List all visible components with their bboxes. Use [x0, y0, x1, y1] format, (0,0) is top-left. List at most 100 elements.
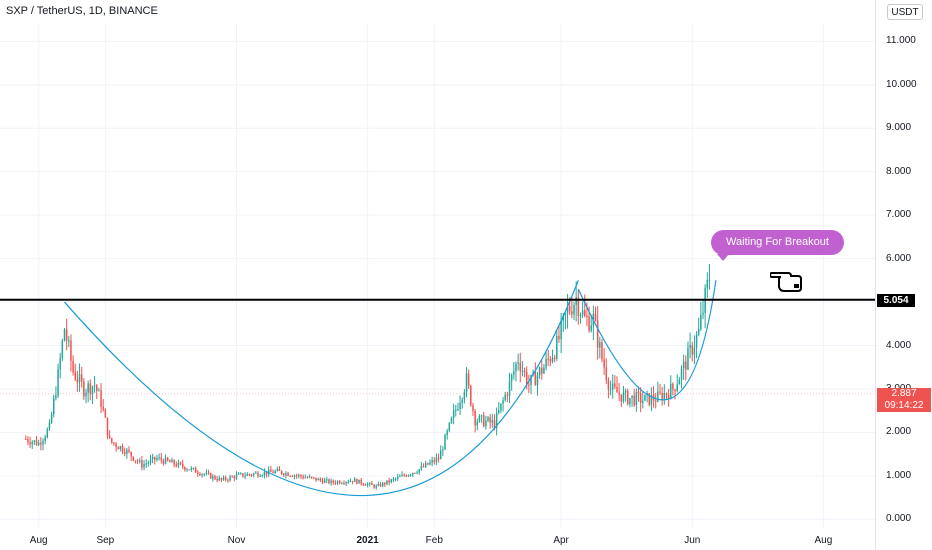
chart-title: SXP / TetherUS, 1D, BINANCE [6, 5, 158, 17]
y-tick-label: 0.000 [886, 513, 912, 525]
candle-body [700, 314, 702, 329]
candle-body [622, 392, 625, 402]
candle-body [302, 476, 304, 478]
candle-body [291, 476, 294, 478]
candle-body [689, 345, 691, 348]
candle-body [78, 374, 81, 383]
candle-body [334, 482, 337, 484]
candle-body [566, 306, 569, 314]
candle-body [446, 430, 448, 436]
candle-body [128, 449, 130, 452]
candle-body [27, 439, 29, 443]
candle-body [500, 403, 502, 411]
candle-body [390, 479, 393, 483]
candle-body [362, 483, 365, 485]
candle-body [252, 473, 255, 476]
y-tick-label: 9.000 [886, 122, 912, 134]
candle-body [588, 316, 590, 331]
candle-body [46, 429, 49, 438]
candle-body [429, 462, 431, 465]
candle-body [478, 415, 481, 422]
candle-body [113, 442, 115, 444]
candle-body [274, 470, 276, 474]
candle-body [119, 446, 122, 450]
candle-body [631, 395, 633, 398]
candle-body [255, 472, 257, 474]
candle-body [289, 475, 291, 477]
candle-body [457, 409, 459, 411]
candle-body [528, 384, 530, 386]
candle-body [227, 479, 229, 481]
candle-body [594, 313, 597, 321]
candle-body [136, 460, 139, 462]
candle-body [98, 390, 100, 392]
candle-body [474, 410, 476, 426]
candle-body [345, 482, 347, 484]
candle-body [575, 297, 577, 305]
candle-body [317, 478, 319, 481]
candle-body [644, 394, 646, 401]
candle-body [375, 485, 377, 488]
candle-body [444, 435, 446, 450]
currency-button[interactable]: USDT [887, 4, 923, 20]
candle-body [678, 379, 681, 385]
candle-body [562, 314, 565, 321]
candle-body [601, 342, 603, 360]
candle-body [506, 394, 509, 396]
candle-body [57, 369, 59, 396]
candle-body [283, 473, 285, 476]
candle-body [672, 383, 674, 390]
candle-body [614, 383, 616, 387]
candle-body [596, 320, 599, 348]
candle-body [68, 340, 70, 342]
candle-body [564, 313, 567, 315]
candle-body [691, 345, 694, 355]
candle-body [394, 478, 397, 480]
level-group [0, 298, 875, 395]
candle-body [321, 480, 324, 483]
candle-body [538, 367, 541, 376]
candle-body [697, 328, 700, 335]
candle-body [627, 390, 629, 405]
candle-body [248, 474, 251, 476]
candle-body [126, 449, 128, 454]
candle-body [285, 473, 287, 476]
candle-body [42, 440, 44, 445]
candle-body [560, 320, 562, 340]
candle-body [323, 480, 326, 483]
candle-body [629, 397, 631, 405]
candle-body [620, 394, 623, 402]
candle-body [111, 437, 113, 443]
candle-body [134, 460, 137, 462]
candle-body [366, 484, 369, 486]
candle-body [571, 311, 573, 315]
candle-body [504, 394, 506, 401]
candle-body [336, 481, 339, 484]
x-tick-label: Jun [684, 535, 701, 546]
candle-body [480, 415, 483, 417]
candle-body [276, 468, 279, 471]
candle-body [392, 478, 395, 480]
candle-body [220, 478, 223, 480]
callout-bubble[interactable]: Waiting For Breakout [711, 230, 844, 261]
candle-body [59, 358, 61, 370]
candle-body [351, 480, 354, 482]
candle-body [702, 312, 704, 315]
candle-body [48, 422, 51, 430]
chart-grid [0, 0, 876, 550]
candle-body [416, 472, 418, 474]
candle-body [485, 420, 487, 427]
candle-body [543, 367, 545, 374]
last-price-value: 2.887 [891, 387, 917, 399]
candle-body [424, 463, 427, 467]
candle-body [414, 472, 416, 474]
y-tick-label: 6.000 [886, 252, 912, 264]
candle-body [379, 483, 382, 487]
candle-body [104, 409, 107, 418]
candle-body [186, 469, 188, 471]
candle-body [624, 390, 627, 393]
candle-body [50, 414, 53, 423]
candle-body [495, 412, 498, 429]
candle-body [584, 310, 586, 317]
